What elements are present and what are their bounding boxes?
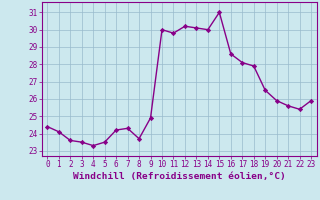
X-axis label: Windchill (Refroidissement éolien,°C): Windchill (Refroidissement éolien,°C): [73, 172, 285, 181]
